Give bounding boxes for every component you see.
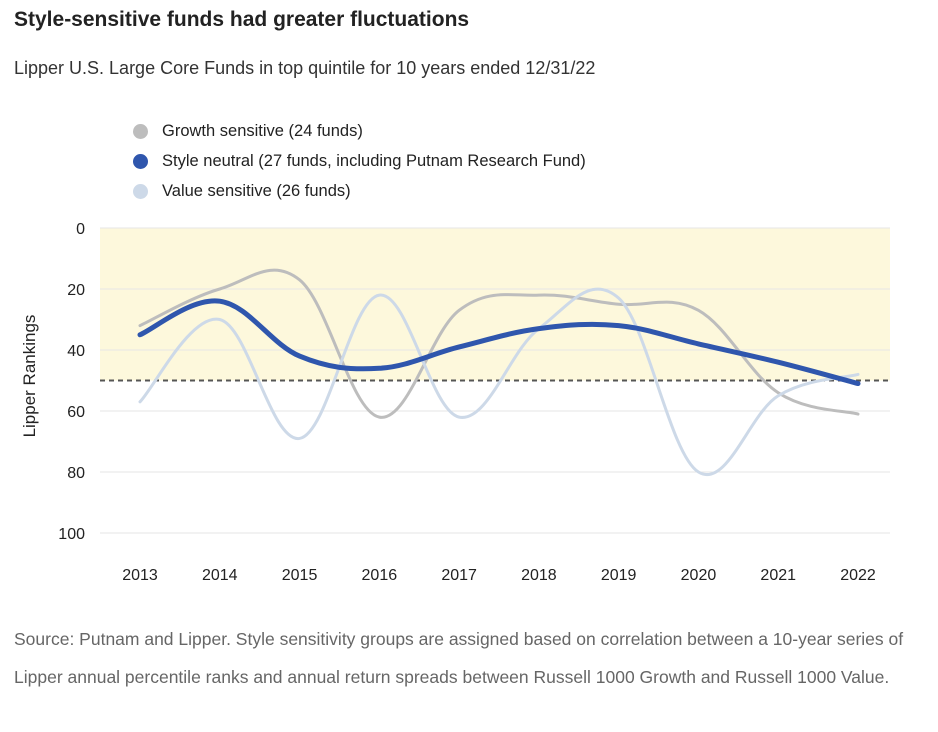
source-note: Source: Putnam and Lipper. Style sensiti…	[14, 629, 904, 687]
series-line-2	[137, 298, 861, 387]
axis-labels-layer: 0 20 40 60 80 100 2013 2014 2015 2016 2017 2018 2019…	[58, 221, 876, 584]
chart-subtitle: Lipper U.S. Large Core Funds in top quin…	[14, 58, 596, 78]
y-axis-label: Lipper Rankings	[20, 315, 39, 438]
y-tick-label: 20	[67, 282, 85, 299]
legend-item-growth: Growth sensitive (24 funds)	[133, 116, 586, 146]
x-tick-label: 2020	[681, 567, 717, 584]
y-tick-label: 100	[58, 526, 85, 543]
legend-label-neutral: Style neutral (27 funds, including Putna…	[162, 151, 586, 170]
series-line-0	[138, 268, 860, 419]
x-tick-label: 2016	[362, 567, 398, 584]
legend-item-neutral: Style neutral (27 funds, including Putna…	[133, 146, 586, 176]
y-tick-label: 0	[76, 221, 85, 238]
legend-swatch-value	[133, 183, 148, 199]
line-chart: 0 20 40 60 80 100 2013 2014 2015 2016 2017 2018 2019…	[20, 221, 890, 584]
x-tick-label: 2014	[202, 567, 238, 584]
legend-item-value: Value sensitive (26 funds)	[133, 176, 586, 206]
x-tick-label: 2018	[521, 567, 557, 584]
x-tick-label: 2019	[601, 567, 637, 584]
y-tick-label: 40	[67, 343, 85, 360]
y-tick-label: 60	[67, 404, 85, 421]
y-tick-label: 80	[67, 465, 85, 482]
legend-label-growth: Growth sensitive (24 funds)	[162, 121, 363, 140]
series-layer	[137, 268, 861, 476]
gridlines-layer	[100, 227, 890, 534]
x-tick-label: 2015	[282, 567, 318, 584]
legend-swatch-neutral	[133, 153, 148, 169]
legend: Growth sensitive (24 funds) Style neutra…	[133, 116, 586, 206]
chart-title: Style-sensitive funds had greater fluctu…	[14, 8, 470, 31]
x-tick-label: 2021	[760, 567, 796, 584]
legend-swatch-growth	[133, 123, 148, 139]
x-tick-label: 2017	[441, 567, 477, 584]
legend-label-value: Value sensitive (26 funds)	[162, 181, 351, 200]
x-tick-label: 2022	[840, 567, 876, 584]
highlight-band-layer	[100, 228, 890, 381]
series-line-1	[138, 287, 860, 476]
x-tick-label: 2013	[122, 567, 158, 584]
highlight-band	[100, 228, 890, 381]
